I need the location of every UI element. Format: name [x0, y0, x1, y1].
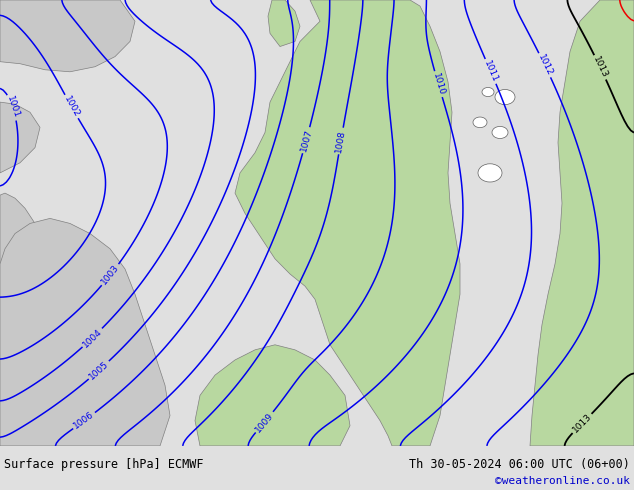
Ellipse shape [482, 87, 494, 97]
Ellipse shape [478, 164, 502, 182]
Text: 1011: 1011 [482, 59, 500, 84]
Text: 1003: 1003 [100, 263, 121, 287]
Text: 1007: 1007 [299, 128, 314, 152]
Polygon shape [0, 102, 40, 173]
Ellipse shape [492, 126, 508, 139]
Text: 1001: 1001 [4, 95, 21, 120]
Text: 1010: 1010 [431, 72, 446, 97]
Ellipse shape [495, 90, 515, 105]
Text: 1008: 1008 [335, 129, 347, 153]
Text: Th 30-05-2024 06:00 UTC (06+00): Th 30-05-2024 06:00 UTC (06+00) [409, 458, 630, 471]
Polygon shape [235, 0, 460, 446]
Text: 1013: 1013 [591, 55, 609, 79]
Text: 1002: 1002 [62, 95, 81, 119]
Polygon shape [0, 219, 170, 446]
Polygon shape [195, 345, 350, 446]
Text: ©weatheronline.co.uk: ©weatheronline.co.uk [495, 476, 630, 486]
Polygon shape [268, 0, 300, 47]
Text: 1009: 1009 [254, 411, 275, 434]
Polygon shape [0, 193, 40, 284]
Text: 1006: 1006 [72, 410, 96, 431]
Ellipse shape [473, 117, 487, 128]
Text: 1005: 1005 [87, 359, 110, 381]
Text: 1004: 1004 [81, 327, 104, 349]
Text: 1013: 1013 [571, 412, 593, 435]
Polygon shape [530, 0, 634, 446]
Polygon shape [0, 0, 135, 72]
Text: Surface pressure [hPa] ECMWF: Surface pressure [hPa] ECMWF [4, 458, 204, 471]
Text: 1012: 1012 [536, 53, 554, 77]
